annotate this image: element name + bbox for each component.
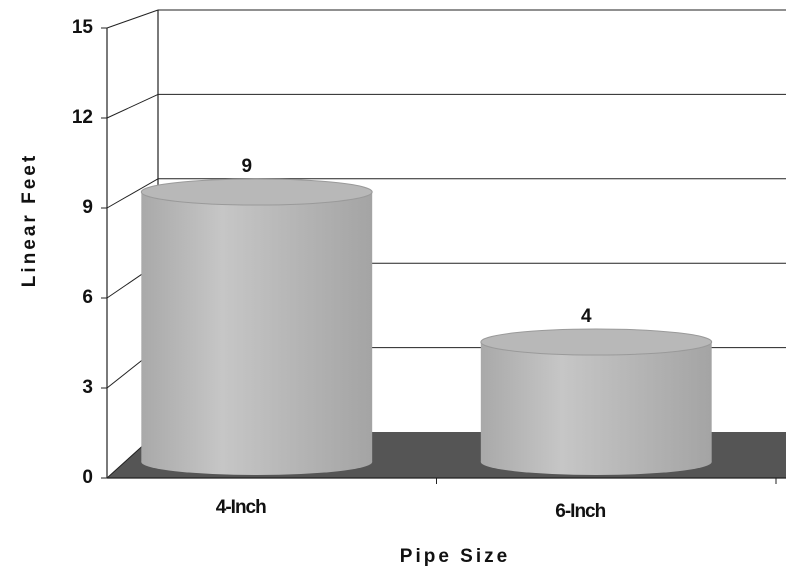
x-axis-title: Pipe Size [400, 546, 510, 567]
cylinder [480, 328, 713, 475]
side-grid-line [106, 178, 159, 209]
cylinder-body [480, 342, 712, 462]
y-tick-label: 3 [82, 377, 93, 398]
y-axis-title: Linear Feet [19, 153, 40, 287]
cylinder-top [140, 178, 373, 206]
cylinder-bottom [480, 449, 712, 475]
y-tick-label: 9 [82, 197, 93, 218]
y-tick-label: 6 [82, 287, 93, 308]
cylinder-top [480, 328, 713, 356]
side-grid-line [106, 93, 159, 119]
x-tick-label: 4-Inch [216, 497, 266, 518]
cylinder-body [141, 192, 373, 462]
y-tick-label: 0 [82, 467, 93, 488]
y-tick-label: 12 [72, 107, 93, 128]
side-grid-line [106, 9, 159, 29]
cylinder-bottom [141, 449, 373, 475]
data-label: 4 [581, 306, 592, 327]
data-label: 9 [241, 156, 252, 177]
x-tick-label: 6-Inch [555, 501, 605, 522]
cylinder [140, 178, 373, 475]
y-tick-label: 15 [72, 17, 94, 38]
